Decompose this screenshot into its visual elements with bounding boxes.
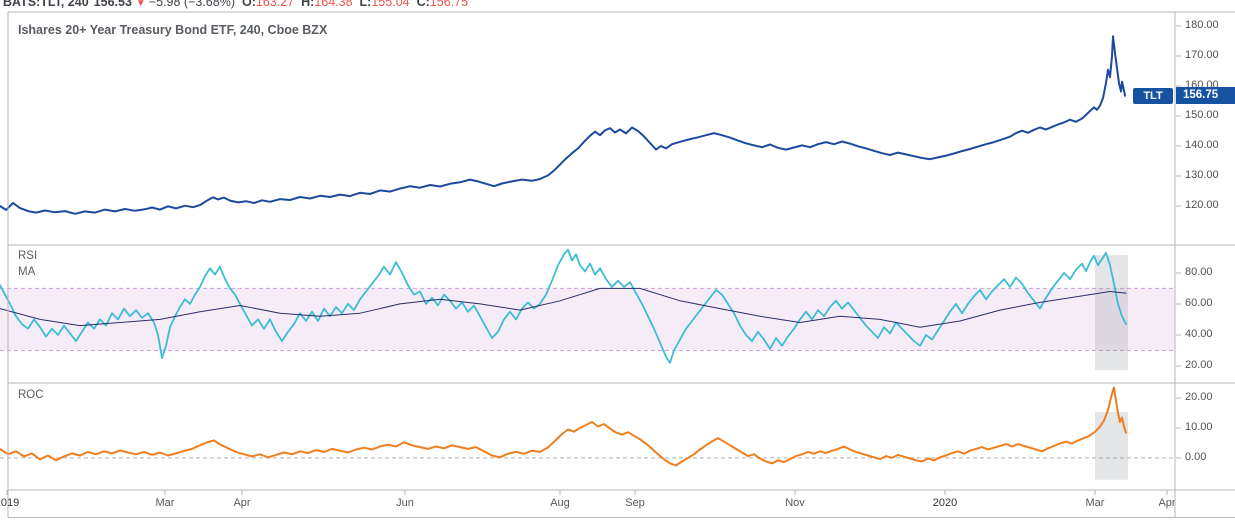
x-tick-label: Apr (233, 497, 251, 509)
price-y-tick-label: 130.00 (1185, 169, 1219, 182)
close-label: C: (416, 0, 430, 9)
x-tick-label: Nov (785, 497, 805, 509)
rsi-indicator-label[interactable]: RSI (18, 250, 38, 262)
x-tick-label: Sep (625, 497, 645, 509)
x-tick-label: Mar (1085, 497, 1105, 509)
price-y-tick-label: 180.00 (1185, 19, 1219, 32)
x-tick-label: Jun (396, 497, 414, 509)
price-down-arrow-icon: ▼ (135, 0, 146, 9)
roc-y-tick-label: 10.00 (1185, 420, 1213, 433)
tlt-close-line (0, 35, 1126, 215)
high-label: H: (301, 0, 315, 9)
x-tick-label: Mar (155, 497, 175, 509)
time-axis[interactable]: 2019 Mar Apr Jun Aug Sep Nov 2020 Mar Apr (0, 490, 1175, 518)
symbol-price-tag: TLT (1133, 87, 1173, 104)
ma-line (0, 287, 1127, 328)
x-tick-label: 2019 (0, 497, 20, 509)
price-change: −5.98 (−3.68%) (148, 0, 235, 9)
roc-indicator-label[interactable]: ROC (18, 389, 44, 401)
rsi-band (0, 288, 1175, 351)
x-tick-label: Apr (1158, 497, 1175, 509)
price-y-tick-label: 170.00 (1185, 49, 1219, 62)
symbol-text[interactable]: BATS:TLT, 240 (3, 0, 89, 9)
x-tick-label: 2020 (932, 497, 958, 509)
rsi-line (0, 248, 1127, 364)
ma-indicator-label[interactable]: MA (18, 266, 36, 278)
close-value: 156.75 (429, 0, 469, 9)
roc-line (0, 386, 1127, 467)
price-y-tick-label: 120.00 (1185, 199, 1219, 212)
rsi-y-tick-label: 80.00 (1185, 265, 1213, 278)
low-value: 155.04 (371, 0, 410, 9)
chart-title: Ishares 20+ Year Treasury Bond ETF, 240,… (18, 23, 328, 37)
rsi-y-tick-label: 40.00 (1185, 327, 1213, 340)
open-label: O: (241, 0, 256, 9)
roc-y-tick-label: 20.00 (1185, 390, 1213, 403)
ohlc-header: BATS:TLT, 240 156.53 ▼ −5.98 (−3.68%) O:163.… (3, 0, 468, 9)
low-label: L: (359, 0, 372, 9)
last-price: 156.53 (93, 0, 132, 9)
open-value: 163.27 (255, 0, 295, 9)
price-y-tick-label: 140.00 (1185, 139, 1219, 152)
last-price-tag: 156.75 (1176, 87, 1235, 105)
price-y-tick-label: 150.00 (1185, 109, 1219, 122)
rsi-pane-labels: RSI MA (18, 248, 37, 280)
rsi-y-tick-label: 20.00 (1185, 358, 1213, 371)
roc-y-tick-label: 0.00 (1185, 450, 1207, 463)
rsi-y-tick-label: 60.00 (1185, 296, 1213, 309)
x-tick-label: Aug (550, 497, 570, 509)
high-value: 164.38 (314, 0, 353, 9)
